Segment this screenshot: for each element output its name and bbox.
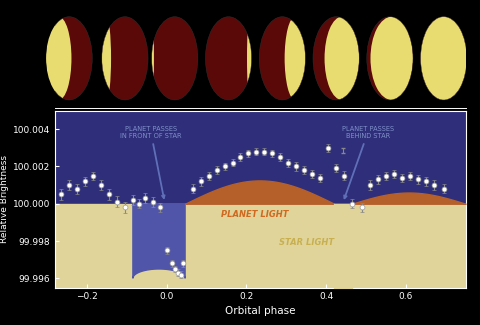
Ellipse shape [324, 17, 359, 100]
Ellipse shape [247, 17, 252, 100]
Ellipse shape [285, 17, 305, 100]
Ellipse shape [152, 17, 154, 100]
X-axis label: Orbital phase: Orbital phase [225, 306, 296, 316]
Ellipse shape [420, 17, 467, 100]
Ellipse shape [313, 17, 359, 100]
Y-axis label: Relative Brightness: Relative Brightness [0, 155, 9, 243]
Ellipse shape [420, 17, 467, 100]
Ellipse shape [152, 17, 198, 100]
Ellipse shape [102, 17, 111, 100]
Ellipse shape [367, 17, 413, 100]
Ellipse shape [259, 17, 305, 100]
Ellipse shape [46, 17, 92, 100]
Text: STAR LIGHT: STAR LIGHT [279, 238, 334, 247]
Ellipse shape [102, 17, 148, 100]
Ellipse shape [205, 17, 252, 100]
Text: PLANET PASSES
BEHIND STAR: PLANET PASSES BEHIND STAR [342, 125, 394, 198]
Text: PLANET PASSES
IN FRONT OF STAR: PLANET PASSES IN FRONT OF STAR [120, 125, 181, 198]
Text: PLANET LIGHT: PLANET LIGHT [221, 210, 288, 219]
Ellipse shape [46, 17, 72, 100]
Polygon shape [133, 204, 185, 278]
Bar [55, 204, 466, 288]
Ellipse shape [371, 17, 413, 100]
